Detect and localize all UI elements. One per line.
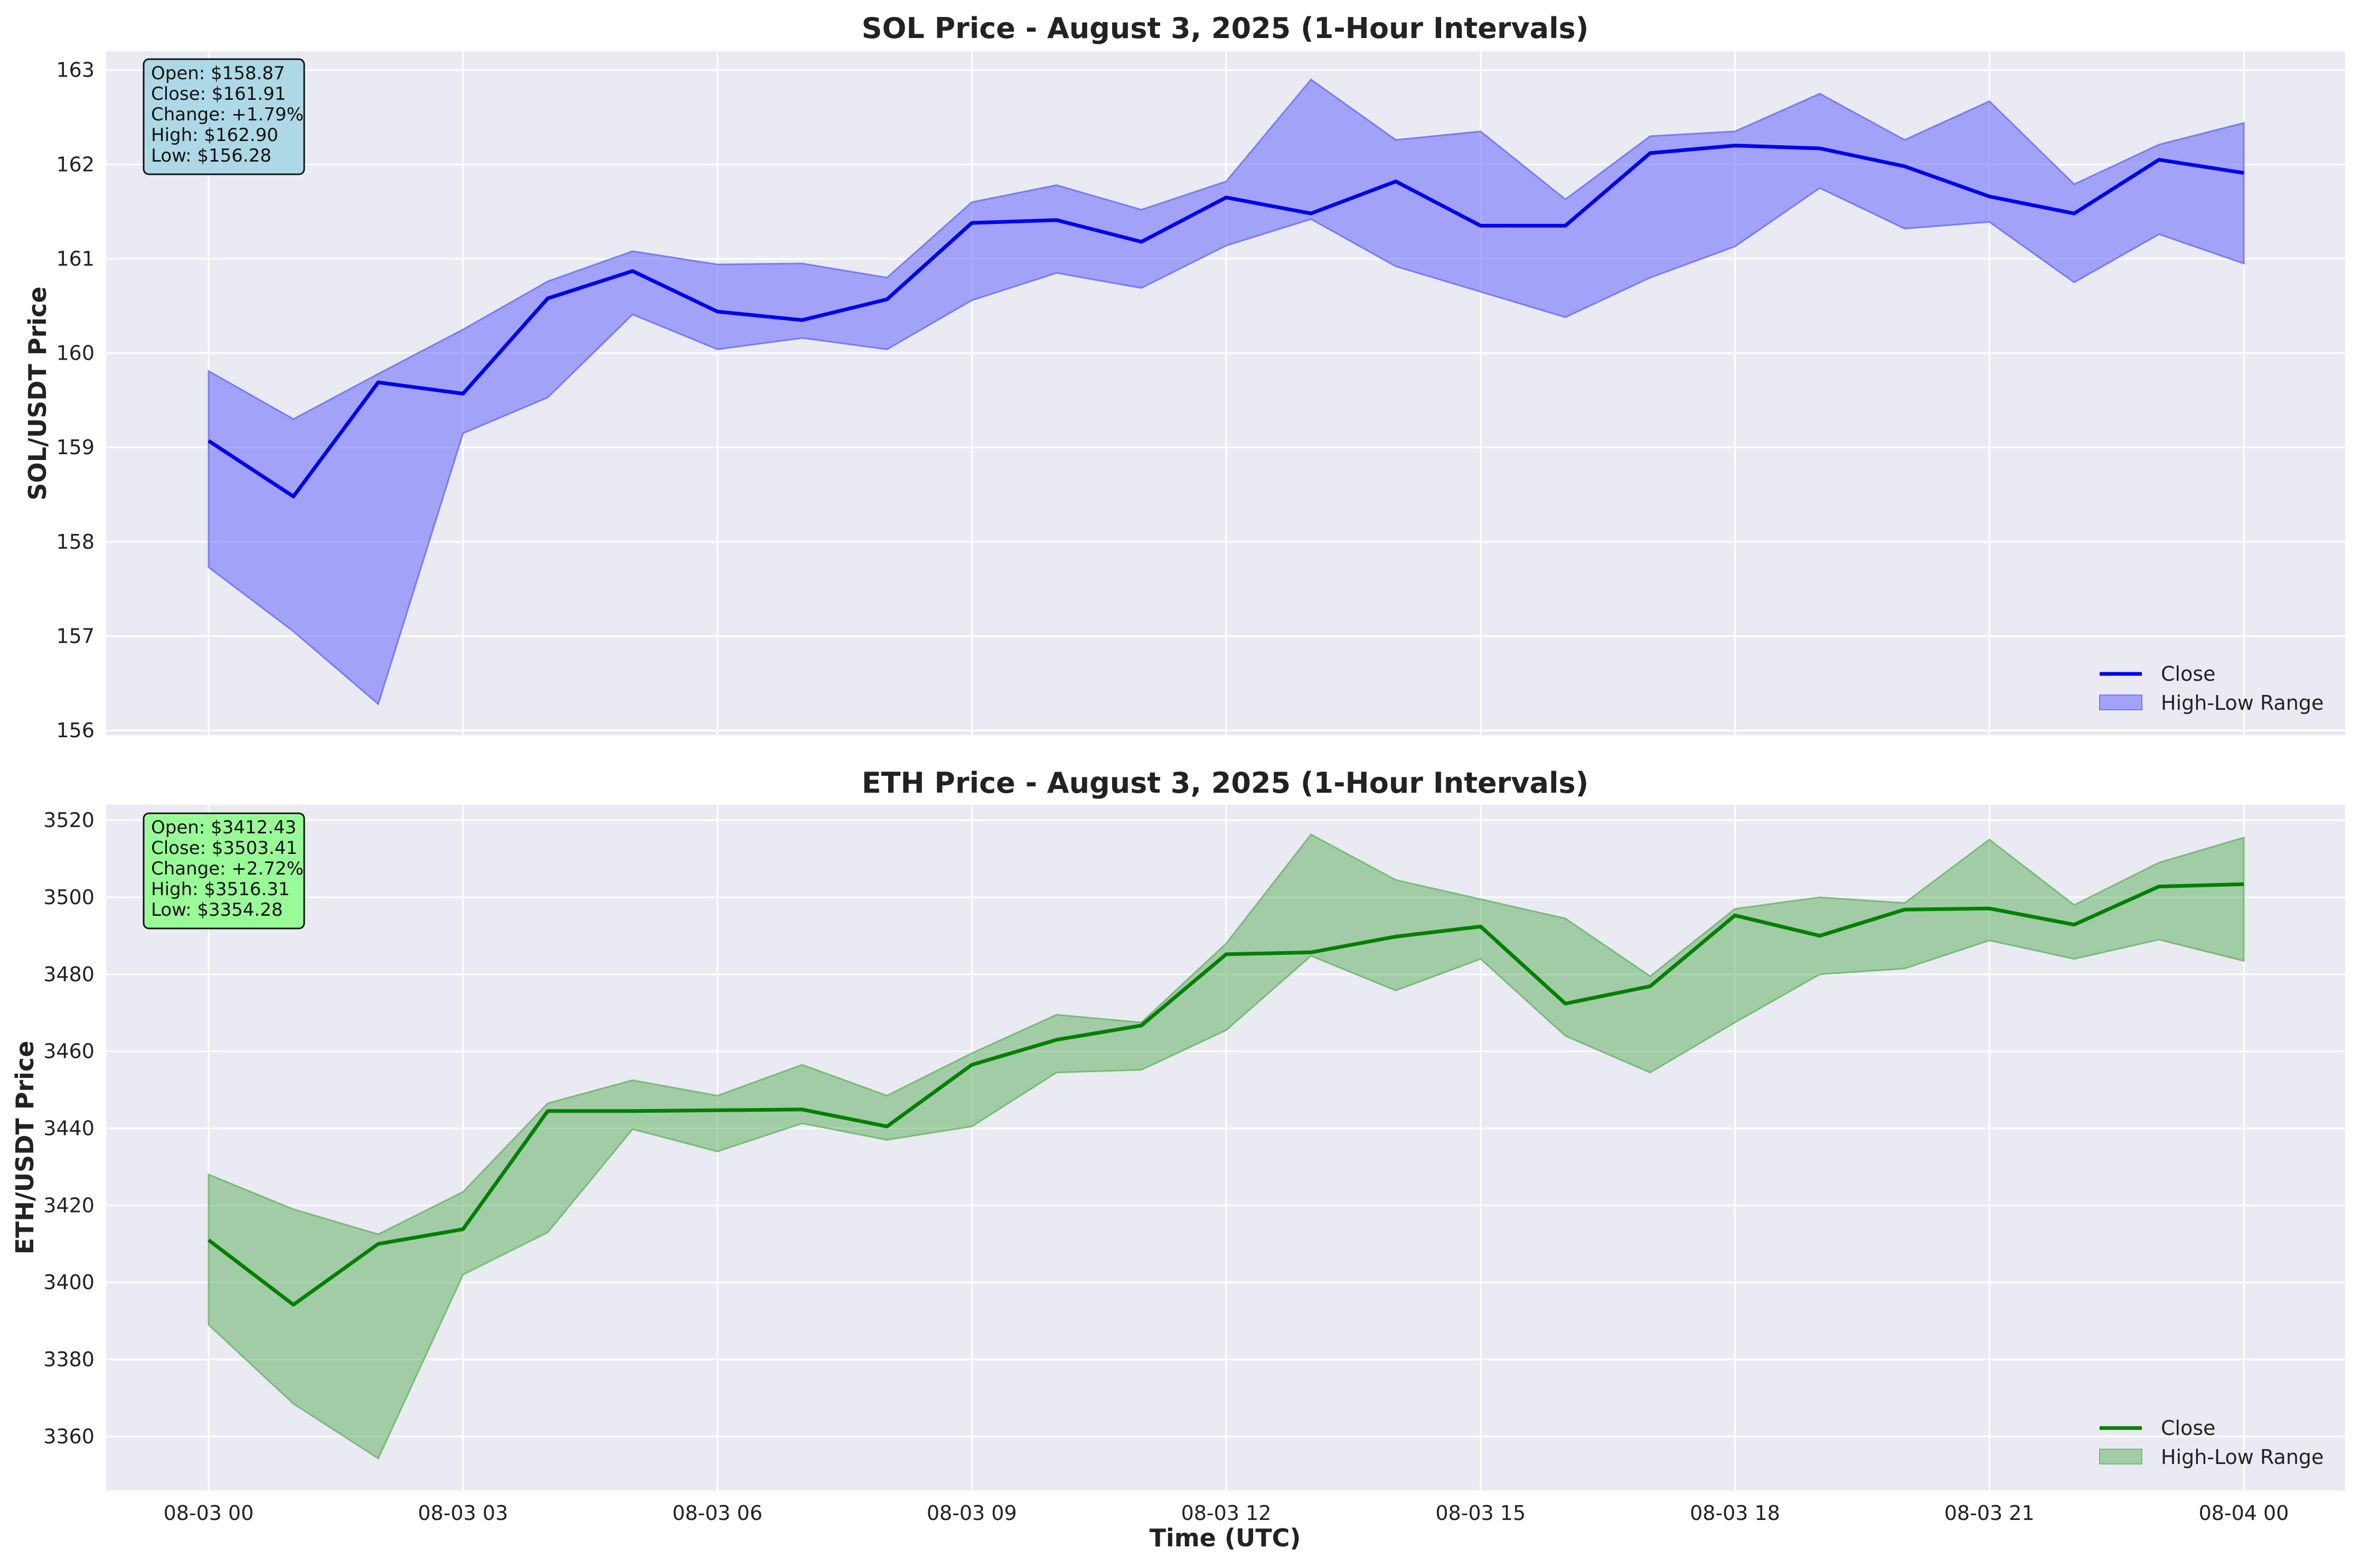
eth-y-tick-label: 3480 — [43, 963, 95, 986]
eth-close-line — [207, 882, 2244, 1307]
sol-legend-range-label: High-Low Range — [2161, 691, 2324, 715]
eth-y-tick-label: 3400 — [43, 1271, 95, 1294]
sol-stats-box: Open: $158.87 Close: $161.91 Change: +1.… — [143, 58, 305, 175]
sol-stat-change: Change: +1.79% — [151, 104, 304, 125]
eth-y-tick-label: 3420 — [43, 1194, 95, 1217]
eth-legend-range-label: High-Low Range — [2161, 1445, 2324, 1469]
sol-y-tick-label: 161 — [56, 247, 95, 270]
eth-x-tick-label: 08-03 21 — [1944, 1501, 2035, 1525]
eth-y-axis-label: ETH/USDT Price — [11, 1041, 39, 1255]
eth-y-tick-label: 3440 — [43, 1117, 95, 1140]
sol-y-tick-label: 163 — [56, 59, 95, 82]
sol-y-tick-label: 157 — [56, 624, 95, 647]
eth-legend-close-label: Close — [2161, 1416, 2216, 1440]
sol-y-ticks: 156 157 158 159 160 161 162 163 — [56, 59, 95, 742]
eth-x-tick-label: 08-03 12 — [1181, 1501, 1272, 1525]
sol-y-tick-label: 162 — [56, 153, 95, 176]
eth-chart-title: ETH Price - August 3, 2025 (1-Hour Inter… — [862, 766, 1589, 800]
sol-stats-background — [143, 58, 305, 175]
eth-x-tick-label: 08-03 06 — [672, 1501, 763, 1525]
sol-close-line — [208, 144, 2244, 499]
sol-stat-close: Close: $161.91 — [151, 83, 286, 105]
eth-y-tick-label: 3360 — [43, 1425, 95, 1448]
eth-y-tick-label: 3460 — [43, 1040, 95, 1063]
eth-stat-low: Low: $3354.28 — [151, 899, 283, 921]
eth-x-tick-label: 08-03 18 — [1690, 1501, 1780, 1525]
eth-y-tick-label: 3520 — [43, 809, 95, 832]
eth-stat-close: Close: $3503.41 — [151, 838, 297, 859]
eth-legend: Close High-Low Range — [2099, 1416, 2324, 1469]
eth-stat-high: High: $3516.31 — [151, 879, 290, 900]
sol-y-tick-label: 160 — [56, 342, 95, 365]
eth-y-tick-label: 3500 — [43, 886, 95, 909]
sol-legend: Close High-Low Range — [2099, 662, 2324, 715]
eth-legend-range-swatch — [2099, 1449, 2142, 1464]
eth-x-tick-label: 08-03 00 — [164, 1501, 254, 1525]
eth-y-tick-label: 3380 — [43, 1348, 95, 1371]
sol-y-tick-label: 158 — [56, 530, 95, 553]
eth-stats-background — [143, 812, 305, 929]
eth-stat-open: Open: $3412.43 — [151, 817, 296, 838]
sol-stat-open: Open: $158.87 — [151, 63, 285, 84]
eth-x-tick-label: 08-04 00 — [2199, 1501, 2289, 1525]
sol-y-tick-label: 156 — [56, 719, 95, 742]
sol-chart-panel: SOL Price - August 3, 2025 (1-Hour Inter… — [23, 12, 2345, 742]
eth-x-tick-label: 08-03 09 — [927, 1501, 1017, 1525]
eth-x-ticks: 08-03 00 08-03 03 08-03 06 08-03 09 08-03 12… — [164, 1501, 2289, 1525]
sol-legend-close-label: Close — [2161, 662, 2216, 686]
eth-x-tick-label: 08-03 03 — [418, 1501, 508, 1525]
eth-stats-box: Open: $3412.43 Close: $3503.41 Change: +… — [143, 812, 305, 929]
eth-high-low-band — [208, 833, 2245, 1460]
eth-y-ticks: 3360 3380 3400 3420 3440 3460 3480 3500 3520 — [43, 809, 95, 1448]
sol-stat-high: High: $162.90 — [151, 125, 278, 146]
sol-y-axis-label: SOL/USDT Price — [23, 286, 52, 500]
eth-chart-panel: ETH Price - August 3, 2025 (1-Hour Inter… — [11, 766, 2345, 1552]
sol-stat-low: Low: $156.28 — [151, 145, 271, 166]
sol-y-tick-label: 159 — [56, 436, 95, 459]
eth-x-tick-label: 08-03 15 — [1435, 1501, 1526, 1525]
sol-chart-title: SOL Price - August 3, 2025 (1-Hour Inter… — [862, 12, 1589, 45]
sol-high-low-band — [208, 78, 2245, 706]
eth-stat-change: Change: +2.72% — [151, 858, 304, 879]
sol-legend-range-swatch — [2099, 694, 2142, 710]
eth-x-axis-label: Time (UTC) — [1150, 1524, 1301, 1552]
